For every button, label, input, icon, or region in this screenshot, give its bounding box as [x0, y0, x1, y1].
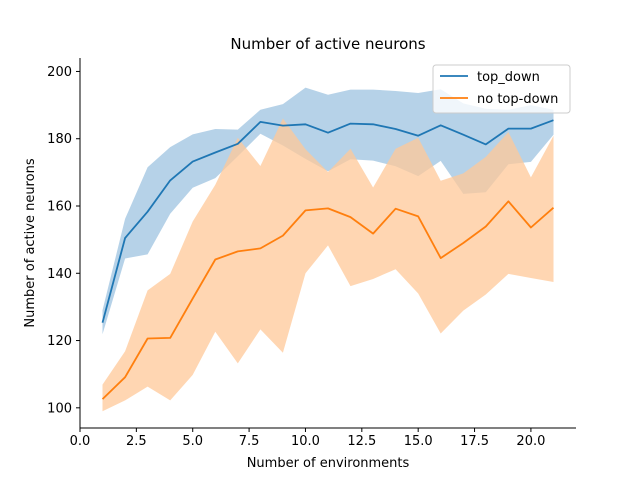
y-tick-label: 200 [47, 65, 72, 80]
series-line-top-down [101, 119, 554, 323]
band-no-top-down [102, 118, 554, 412]
y-tick-label: 120 [47, 334, 72, 349]
legend-box [432, 64, 571, 114]
chart-title: Number of active neurons [230, 35, 425, 53]
y-axis-label: Number of active neurons [23, 158, 38, 327]
legend: top_down no top-down [432, 64, 571, 114]
x-tick-label: 12.5 [347, 434, 376, 449]
series-line-no-top-down [101, 200, 555, 400]
x-tick-label: 15.0 [404, 434, 433, 449]
x-tick-label: 20.0 [516, 434, 545, 449]
series-lines [101, 119, 555, 400]
x-axis-label: Number of environments [247, 456, 410, 471]
y-tick-label: 180 [47, 132, 72, 147]
legend-label-top-down: top_down [477, 70, 540, 85]
x-tick-label: 2.5 [126, 434, 147, 449]
x-tick-label: 0.0 [70, 434, 91, 449]
legend-label-no-top-down: no top-down [477, 92, 558, 107]
y-tick-label: 160 [47, 200, 72, 215]
band-top-down [102, 87, 554, 335]
y-axis-ticks: 100 120 140 160 180 200 [47, 65, 80, 416]
confidence-bands [102, 87, 554, 412]
x-tick-label: 5.0 [182, 434, 203, 449]
x-tick-label: 10.0 [291, 434, 320, 449]
x-axis-ticks: 0.0 2.5 5.0 7.5 10.0 12.5 15.0 17.5 20.0 [70, 428, 545, 449]
y-tick-label: 140 [47, 267, 72, 282]
x-tick-label: 7.5 [239, 434, 260, 449]
y-tick-label: 100 [47, 401, 72, 416]
x-tick-label: 17.5 [460, 434, 489, 449]
